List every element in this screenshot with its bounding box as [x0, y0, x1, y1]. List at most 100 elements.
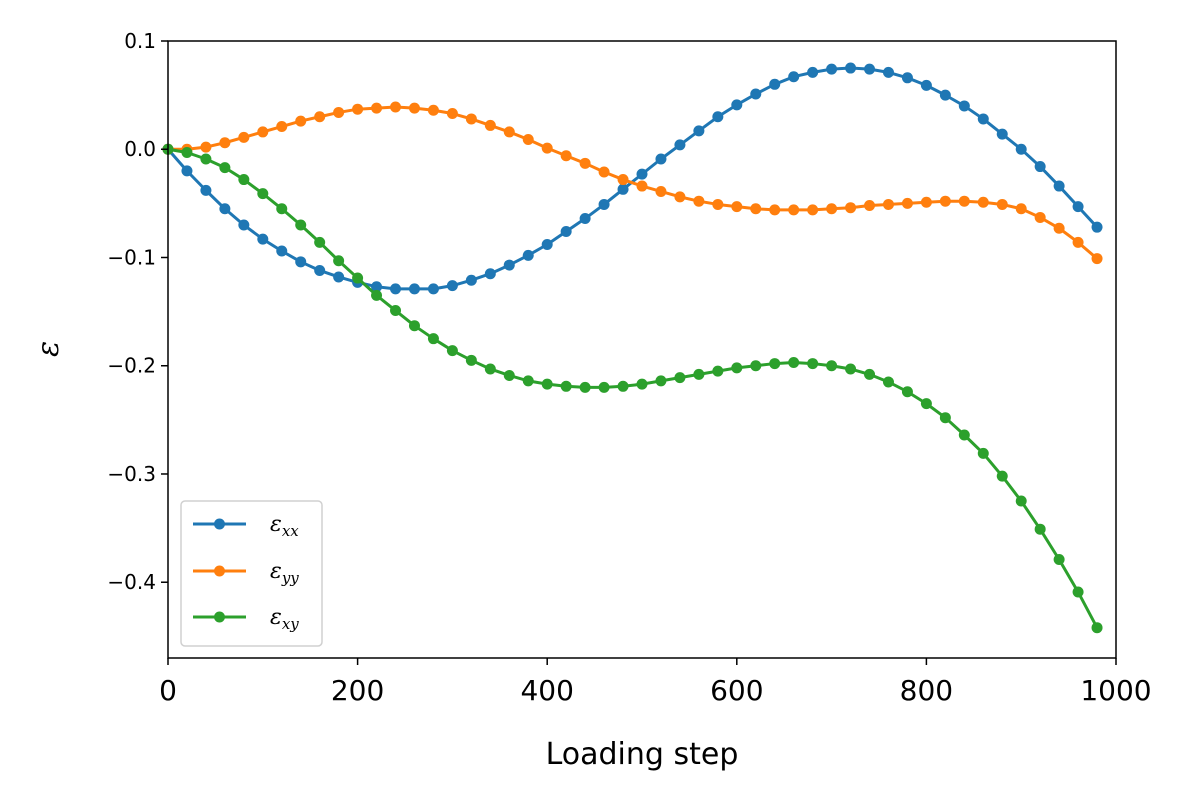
data-point-xy — [636, 378, 648, 390]
data-point-xy — [845, 363, 857, 375]
data-point-xy — [958, 429, 970, 441]
data-point-yy — [390, 101, 402, 113]
data-point-yy — [1091, 253, 1103, 265]
data-point-xy — [579, 381, 591, 393]
legend-entry-yy: εyy — [193, 559, 299, 587]
legend-label-symbol: ε — [270, 512, 282, 537]
data-point-xy — [408, 320, 420, 332]
data-point-yy — [295, 115, 307, 127]
data-point-xx — [655, 153, 667, 165]
data-point-xx — [769, 78, 781, 90]
data-point-yy — [920, 196, 932, 208]
data-point-xy — [503, 369, 515, 381]
data-point-xx — [864, 63, 876, 75]
data-point-xx — [371, 281, 383, 293]
data-point-xx — [219, 203, 231, 215]
data-point-xx — [1034, 161, 1046, 173]
legend-entry-xy: εxy — [193, 605, 299, 633]
x-axis-label: Loading step — [546, 737, 739, 772]
data-point-yy — [636, 180, 648, 192]
data-point-xy — [427, 333, 439, 345]
data-point-yy — [882, 198, 894, 210]
y-tick-label: −0.4 — [107, 570, 156, 594]
data-point-xy — [920, 398, 932, 410]
data-point-yy — [446, 108, 458, 120]
data-point-xy — [617, 380, 629, 392]
data-point-xx — [238, 219, 250, 231]
data-point-yy — [977, 196, 989, 208]
data-point-yy — [1015, 203, 1027, 215]
data-point-xx — [465, 274, 477, 286]
x-tick-label: 0 — [159, 674, 177, 707]
data-point-yy — [352, 103, 364, 115]
data-point-xy — [996, 470, 1008, 482]
data-point-yy — [465, 113, 477, 125]
series-xx — [162, 62, 1103, 295]
legend-swatch-marker — [214, 565, 225, 577]
data-point-xx — [427, 283, 439, 295]
data-point-xx — [333, 271, 345, 283]
data-point-xx — [200, 184, 212, 196]
data-point-xy — [1015, 495, 1027, 507]
data-point-xy — [977, 447, 989, 459]
data-point-yy — [901, 197, 913, 209]
data-point-xy — [541, 378, 553, 390]
axes-layer: 0 200 400 600 800 1000 0.1 0.0 −0.1 −0.2 −0.3 −0.4 — [107, 29, 1151, 707]
data-point-xx — [996, 128, 1008, 140]
data-point-yy — [598, 166, 610, 178]
data-point-xy — [219, 162, 231, 174]
data-point-yy — [579, 157, 591, 169]
data-point-xy — [522, 375, 534, 387]
data-point-xy — [352, 272, 364, 284]
data-point-xy — [1053, 554, 1065, 565]
data-point-xx — [522, 249, 534, 261]
y-tick-label: −0.3 — [107, 462, 156, 486]
data-point-xy — [1072, 586, 1084, 598]
legend-label: εxy — [270, 605, 299, 633]
data-point-yy — [617, 174, 629, 186]
data-point-xy — [333, 255, 345, 267]
data-point-xy — [939, 412, 951, 424]
data-point-xy — [807, 358, 819, 370]
data-point-yy — [200, 141, 212, 153]
y-tick-label: −0.1 — [107, 245, 156, 269]
legend-frame — [180, 500, 323, 647]
series-yy — [162, 101, 1103, 265]
data-point-xx — [674, 139, 686, 151]
data-point-xx — [1015, 143, 1027, 155]
data-point-xx — [560, 226, 572, 238]
data-point-xy — [901, 386, 913, 398]
data-point-xx — [731, 99, 743, 111]
data-point-yy — [484, 119, 496, 131]
data-point-xx — [920, 79, 932, 91]
x-tick-label: 400 — [520, 674, 573, 707]
data-point-xx — [446, 280, 458, 292]
data-point-yy — [769, 204, 781, 216]
legend-entry-xx: εxx — [193, 512, 299, 540]
data-point-xy — [826, 360, 838, 372]
legend-swatch-marker — [214, 518, 225, 530]
data-point-yy — [333, 106, 345, 118]
legend-label-symbol: ε — [270, 605, 282, 630]
data-point-yy — [560, 150, 572, 162]
data-point-xx — [845, 62, 857, 74]
legend-label-subscript: xx — [282, 522, 299, 540]
data-point-yy — [257, 126, 269, 138]
data-point-yy — [371, 102, 383, 114]
data-point-yy — [750, 203, 762, 215]
data-point-xx — [408, 283, 420, 295]
data-point-xx — [314, 264, 326, 276]
data-point-xx — [1053, 180, 1065, 192]
data-point-xy — [371, 289, 383, 301]
data-point-yy — [807, 204, 819, 216]
data-point-yy — [1053, 222, 1065, 234]
y-axis-label: ε — [31, 341, 66, 357]
data-point-xx — [257, 233, 269, 245]
data-point-xx — [503, 259, 515, 271]
x-tick-label: 200 — [331, 674, 384, 707]
data-point-xx — [901, 72, 913, 84]
data-point-xx — [977, 113, 989, 125]
data-point-yy — [1072, 236, 1084, 248]
y-tick-label: 0.1 — [124, 29, 156, 53]
